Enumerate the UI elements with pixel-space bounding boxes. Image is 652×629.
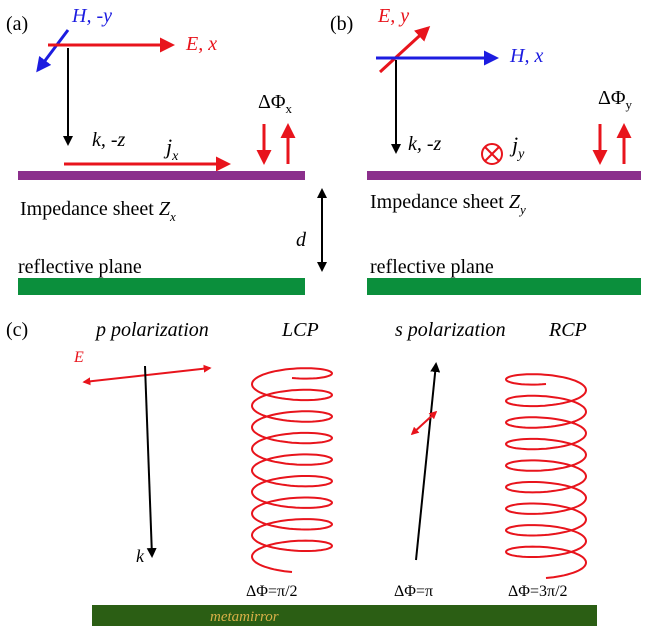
phase-label-b: ΔΦy — [598, 87, 632, 112]
e-label-p: E — [73, 349, 84, 366]
current-label-b: jy — [509, 132, 525, 162]
e-field-label-b: E, y — [377, 5, 409, 27]
panel-a-label: (a) — [6, 13, 28, 35]
current-label-a: jx — [163, 134, 179, 164]
panel-b: (b) E, y H, x k, -z jy ΔΦy Impedance she… — [330, 5, 641, 295]
metamirror-bar — [92, 605, 597, 626]
p-polarization-label: p polarization — [94, 319, 209, 341]
panel-c-label: (c) — [6, 319, 28, 341]
phase-label-2: ΔΦ=π — [394, 583, 433, 600]
phase-label-a: ΔΦx — [258, 91, 292, 116]
e-field-label-a: E, x — [185, 33, 217, 55]
impedance-sheet-b — [367, 171, 641, 180]
sheet-label-a: Impedance sheet Zx — [20, 198, 176, 224]
lcp-label: LCP — [281, 319, 319, 341]
rcp-helix — [504, 373, 588, 579]
panel-b-label: (b) — [330, 13, 353, 35]
impedance-sheet-a — [18, 171, 305, 180]
e-field-arrow-s — [410, 410, 438, 436]
k-label-p: k — [136, 546, 145, 566]
k-label-a: k, -z — [92, 129, 126, 151]
lcp-helix — [250, 367, 334, 573]
sheet-label-b: Impedance sheet Zy — [370, 191, 526, 217]
reflective-plane-b — [367, 278, 641, 295]
panel-a: (a) H, -y E, x k, -z jx ΔΦx Impedance sh… — [6, 5, 327, 295]
e-field-arrow-b — [378, 25, 431, 74]
plane-label-a: reflective plane — [18, 256, 142, 278]
phase-label-1: ΔΦ=π/2 — [246, 583, 298, 600]
k-wave-arrow-s — [415, 362, 441, 561]
current-into-page-icon — [481, 143, 503, 165]
distance-label: d — [296, 229, 307, 251]
panel-c: (c) p polarization LCP s polarization RC… — [6, 319, 597, 626]
s-polarization-label: s polarization — [395, 319, 506, 341]
h-field-label-b: H, x — [509, 45, 543, 67]
h-field-arrow-a — [36, 29, 70, 73]
rcp-label: RCP — [548, 319, 587, 341]
phase-label-3: ΔΦ=3π/2 — [508, 583, 568, 600]
metamirror-label: metamirror — [210, 609, 279, 625]
e-field-arrow-p — [82, 364, 212, 386]
k-wave-arrow-p — [144, 365, 157, 558]
h-field-label-a: H, -y — [71, 5, 112, 27]
reflective-plane-a — [18, 278, 305, 295]
plane-label-b: reflective plane — [370, 256, 494, 278]
k-label-b: k, -z — [408, 133, 442, 155]
